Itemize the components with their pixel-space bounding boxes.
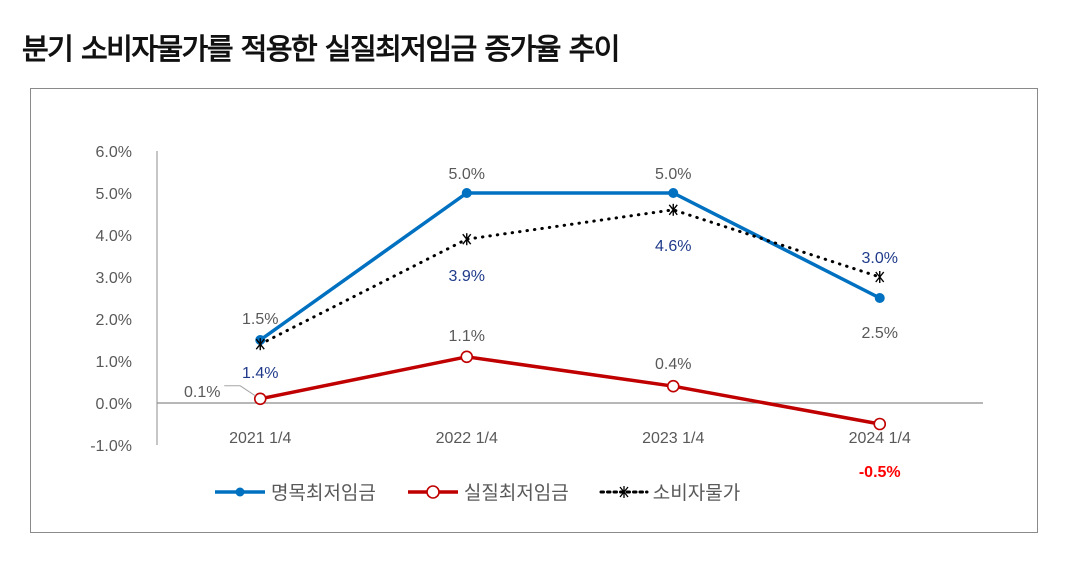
marker-cpi bbox=[462, 233, 472, 246]
legend-label-nominal: 명목최저임금 bbox=[271, 482, 376, 504]
data-label: 1.4% bbox=[242, 365, 278, 382]
data-label: 5.0% bbox=[655, 166, 691, 183]
marker-cpi bbox=[875, 271, 885, 283]
series-line-0 bbox=[259, 191, 881, 342]
series-markers bbox=[253, 188, 887, 431]
y-tick-label: 2.0% bbox=[96, 312, 132, 329]
axes: -1.0% 0.0% 1.0% 2.0% 3.0% 4.0% 5.0% 6.0% 2021 1/… bbox=[90, 144, 983, 455]
y-tick-label: 6.0% bbox=[96, 144, 132, 161]
data-label: 3.9% bbox=[449, 268, 485, 285]
y-tick-label: 3.0% bbox=[96, 270, 132, 287]
data-label: 3.0% bbox=[862, 250, 898, 267]
legend-swatch-nominal bbox=[215, 487, 265, 496]
data-label: -0.5% bbox=[859, 464, 901, 481]
page-title: 분기 소비자물가를 적용한 실질최저임금 증가율 추이 bbox=[22, 32, 620, 66]
y-tick-label: 5.0% bbox=[96, 186, 132, 203]
series-line-2 bbox=[258, 208, 882, 346]
legend-item-nominal[interactable]: 명목최저임금 bbox=[213, 478, 376, 505]
marker-cpi bbox=[255, 338, 265, 351]
marker-real bbox=[873, 417, 887, 431]
y-tick-label: 1.0% bbox=[96, 354, 132, 371]
data-label: 0.1% bbox=[184, 384, 220, 401]
data-label: 0.4% bbox=[655, 356, 691, 373]
leader-line bbox=[224, 385, 256, 397]
series-line-1 bbox=[259, 355, 881, 426]
data-labels: 1.5% 5.0% 5.0% 2.5% 0.1% 1.1% 0.4% -0.5% 1.4% 3.9… bbox=[184, 166, 901, 481]
series-lines bbox=[258, 191, 882, 426]
legend-label-cpi: 소비자물가 bbox=[652, 482, 741, 504]
y-tick-label: -1.0% bbox=[90, 438, 132, 455]
legend-swatch-cpi bbox=[599, 485, 649, 498]
data-label: 1.1% bbox=[449, 328, 485, 345]
legend-item-cpi[interactable]: 소비자물가 bbox=[599, 478, 740, 505]
chart-frame bbox=[30, 88, 1038, 533]
x-tick-label: 2021 1/4 bbox=[229, 430, 291, 447]
marker-nominal bbox=[668, 188, 679, 198]
marker-real bbox=[666, 379, 680, 393]
marker-real bbox=[253, 392, 267, 406]
data-label: 2.5% bbox=[862, 325, 898, 342]
legend-label-real: 실질최저임금 bbox=[463, 482, 569, 504]
marker-nominal bbox=[461, 188, 472, 198]
y-tick-label: 0.0% bbox=[96, 396, 132, 413]
marker-nominal bbox=[874, 293, 885, 303]
data-label: 4.6% bbox=[655, 238, 691, 255]
marker-cpi bbox=[668, 203, 678, 216]
x-tick-label: 2023 1/4 bbox=[642, 430, 704, 447]
data-label: 1.5% bbox=[242, 311, 278, 328]
data-label: 5.0% bbox=[449, 166, 485, 183]
x-tick-label: 2022 1/4 bbox=[436, 430, 498, 447]
y-tick-label: 4.0% bbox=[96, 228, 132, 245]
legend-swatch-real bbox=[407, 484, 458, 499]
x-tick-label: 2024 1/4 bbox=[849, 430, 911, 447]
legend: 명목최저임금 실질최저임금 소비자물가 bbox=[213, 478, 770, 505]
legend-item-real[interactable]: 실질최저임금 bbox=[406, 478, 569, 505]
marker-real bbox=[460, 350, 474, 364]
